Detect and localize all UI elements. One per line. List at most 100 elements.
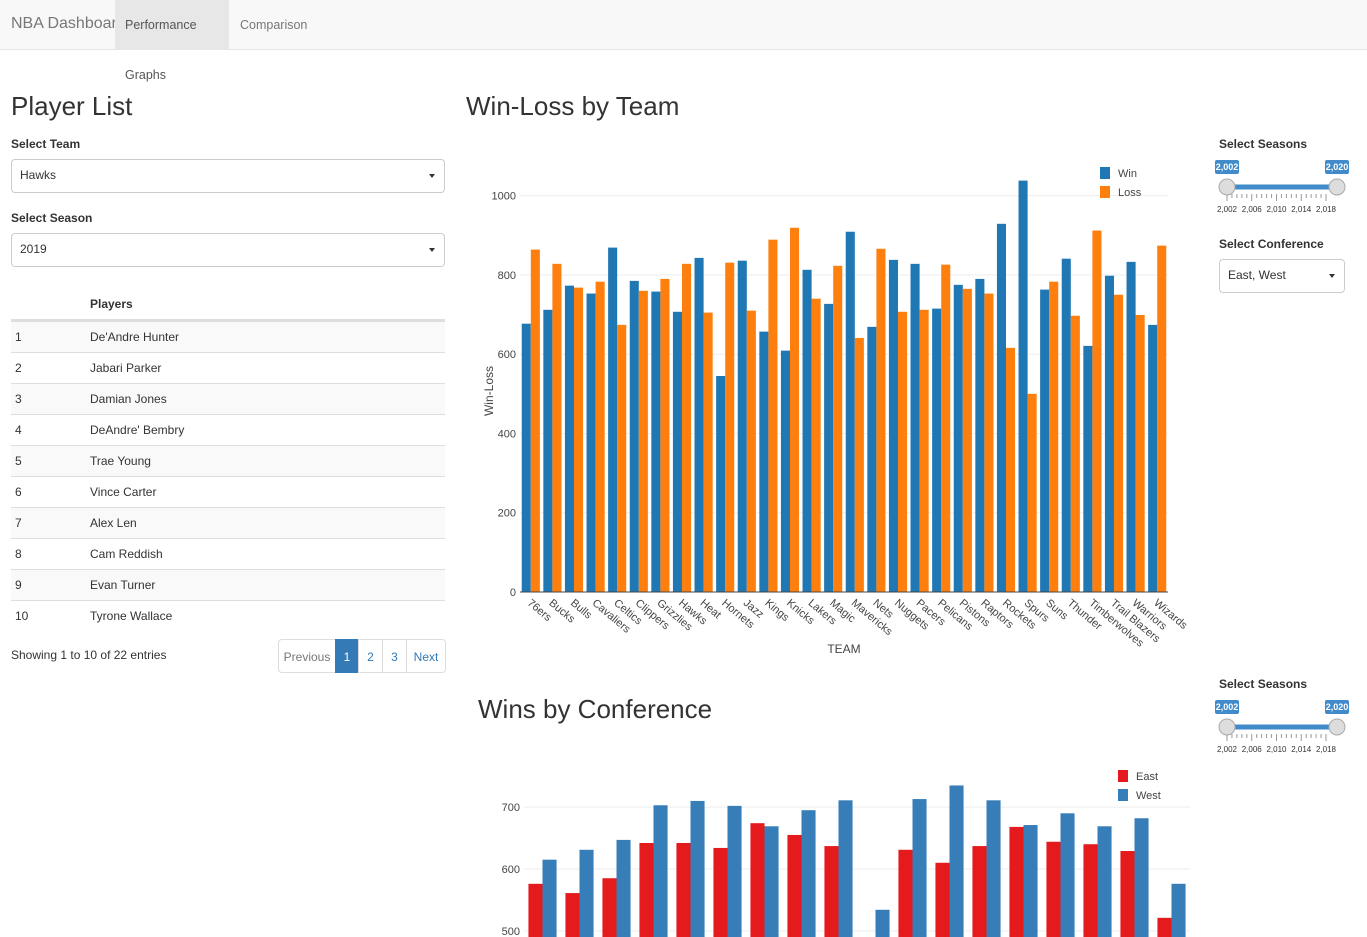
bar [616, 839, 631, 937]
team-select[interactable]: Hawks [11, 159, 445, 193]
bar [1097, 826, 1112, 937]
bar [1027, 393, 1037, 592]
bar [787, 834, 802, 937]
bar [716, 376, 726, 592]
cell: 6 [15, 485, 22, 499]
y-tick-label: 200 [498, 508, 516, 520]
bar [1104, 275, 1114, 592]
bar [984, 293, 994, 592]
bar [875, 909, 890, 937]
season-select[interactable]: 2019 [11, 233, 445, 267]
slider-tick-label: 2,014 [1291, 205, 1312, 214]
bar [1126, 261, 1136, 592]
bar [1135, 314, 1145, 592]
bar [750, 823, 765, 937]
slider-tick-label: 2,010 [1266, 205, 1287, 214]
bar [801, 810, 816, 937]
bar [790, 227, 800, 593]
slider-value: 2,002 [1216, 702, 1239, 712]
bar [586, 293, 596, 592]
bar [833, 265, 843, 592]
legend-label: Win [1118, 168, 1137, 180]
bar [737, 260, 747, 592]
y-tick-label: 700 [502, 802, 520, 814]
page-button[interactable]: 3 [382, 639, 407, 673]
bar [768, 239, 778, 592]
slider-handle[interactable] [1328, 178, 1346, 196]
legend-swatch [1118, 770, 1128, 782]
cell: Damian Jones [90, 392, 167, 406]
bar [1023, 825, 1038, 937]
conference-select[interactable]: East, West [1219, 259, 1345, 293]
bar [672, 311, 682, 592]
table-info: Showing 1 to 10 of 22 entries [11, 648, 167, 662]
bar [910, 263, 920, 592]
slider-value: 2,002 [1216, 162, 1239, 172]
bar [941, 264, 951, 592]
cell: Trae Young [90, 454, 151, 468]
bar [1006, 347, 1016, 592]
bar [759, 331, 769, 592]
bar [638, 290, 648, 592]
bar [854, 337, 864, 592]
table-row: 3 Damian Jones [11, 383, 445, 414]
bar [935, 862, 950, 937]
table-row: 5 Trae Young [11, 445, 445, 476]
bar [845, 231, 855, 592]
y-tick-label: 0 [510, 587, 516, 599]
cell: 5 [15, 454, 22, 468]
bar [653, 805, 668, 937]
page-button[interactable]: Previous [278, 639, 336, 673]
bar [876, 248, 886, 592]
bar [703, 312, 713, 592]
slider-handle[interactable] [1218, 718, 1236, 736]
bar [996, 223, 1006, 592]
table-row: 10 Tyrone Wallace [11, 600, 445, 631]
slider-badge [1325, 160, 1349, 174]
table-row: 2 Jabari Parker [11, 352, 445, 383]
cell: 7 [15, 516, 22, 530]
page-button[interactable]: Next [406, 639, 446, 673]
bar [552, 263, 562, 592]
label: Select Seasons [1219, 677, 1308, 691]
bar [1148, 324, 1158, 592]
bar [682, 263, 692, 592]
bar [972, 846, 987, 937]
slider-tick-label: 2,002 [1217, 745, 1238, 754]
bar [1092, 230, 1102, 592]
slider-handle[interactable] [1218, 178, 1236, 196]
table-row: 7 Alex Len [11, 507, 445, 538]
cell: Evan Turner [90, 578, 156, 592]
bar [1061, 258, 1071, 592]
page-button[interactable]: 1 [335, 639, 359, 673]
table-row: 9 Evan Turner [11, 569, 445, 600]
tab[interactable]: Performance Graphs [115, 0, 229, 82]
y-tick-label: 400 [498, 428, 516, 440]
bar [949, 785, 964, 937]
cell: DeAndre' Bembry [90, 423, 185, 437]
slider-handle[interactable] [1328, 718, 1346, 736]
slider-tick-label: 2,002 [1217, 205, 1238, 214]
brand[interactable]: NBA Dashboard [11, 15, 126, 32]
bar [530, 249, 540, 592]
page-button[interactable]: 2 [358, 639, 383, 673]
bar [898, 311, 908, 592]
cell: 2 [15, 361, 22, 375]
bar [713, 847, 728, 937]
tab[interactable]: Comparison [240, 18, 308, 32]
bar [780, 350, 790, 592]
bar [888, 259, 898, 592]
bar [764, 826, 779, 937]
table-row: 1 De'Andre Hunter [11, 321, 445, 352]
bar [1040, 289, 1050, 592]
bar [528, 883, 543, 937]
bar [543, 309, 553, 592]
bar [676, 842, 691, 937]
bar [617, 324, 627, 592]
label: Select Conference [1219, 237, 1324, 251]
slider-value: 2,020 [1326, 702, 1349, 712]
bar [824, 846, 839, 937]
bar [867, 326, 877, 592]
